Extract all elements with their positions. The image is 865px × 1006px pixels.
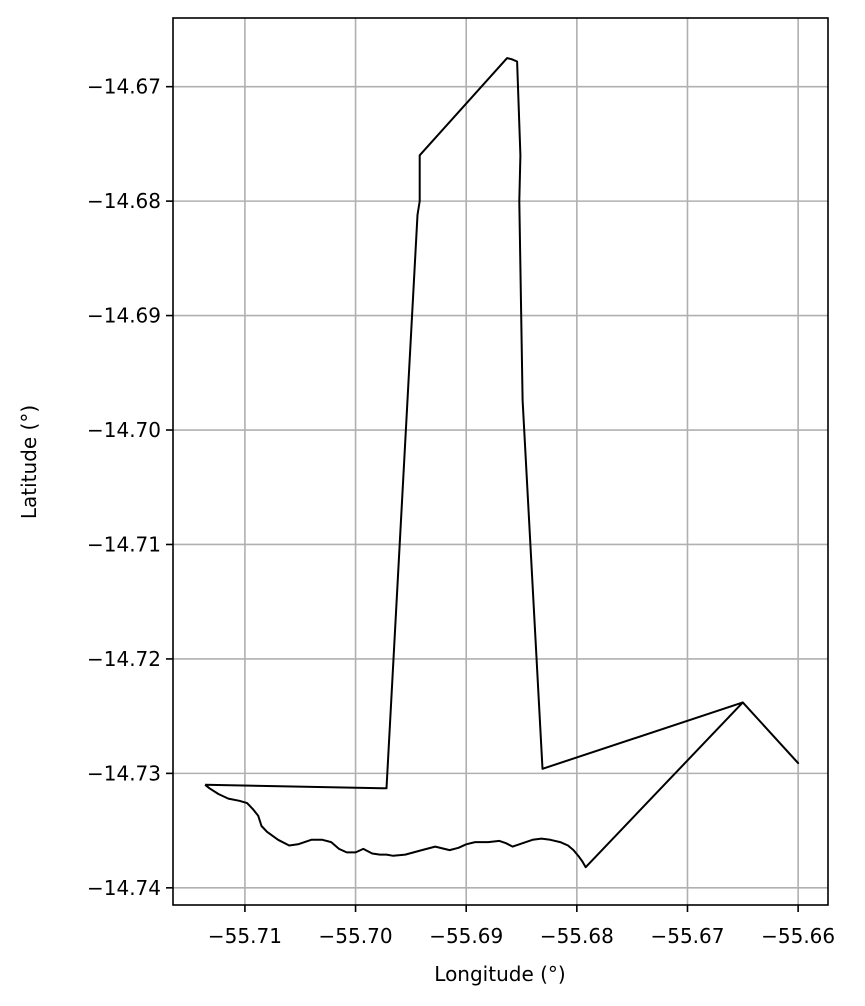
grid-lines: [173, 18, 828, 905]
y-tick-label: −14.68: [87, 189, 161, 213]
boundary-outline: [204, 57, 800, 869]
axes-frame: [172, 17, 829, 906]
x-tick-label: −55.69: [429, 924, 503, 948]
x-tick-label: −55.68: [540, 924, 614, 948]
y-tick-label: −14.71: [87, 532, 161, 556]
y-axis-label: Latitude (°): [17, 405, 41, 519]
y-tick-label: −14.74: [87, 876, 161, 900]
x-tick-label: −55.71: [208, 924, 282, 948]
axis-ticks: −55.71 −55.70 −55.69 −55.68 −55.67 −55.66 −14.…: [87, 75, 835, 948]
x-tick-label: −55.66: [761, 924, 835, 948]
x-tick-label: −55.70: [319, 924, 393, 948]
x-axis-label: Longitude (°): [434, 962, 565, 986]
boundary-layer: [204, 57, 800, 869]
y-tick-label: −14.73: [87, 761, 161, 785]
y-tick-label: −14.69: [87, 304, 161, 328]
x-tick-label: −55.67: [650, 924, 724, 948]
y-tick-label: −14.67: [87, 75, 161, 99]
y-tick-label: −14.70: [87, 418, 161, 442]
y-tick-label: −14.72: [87, 647, 161, 671]
